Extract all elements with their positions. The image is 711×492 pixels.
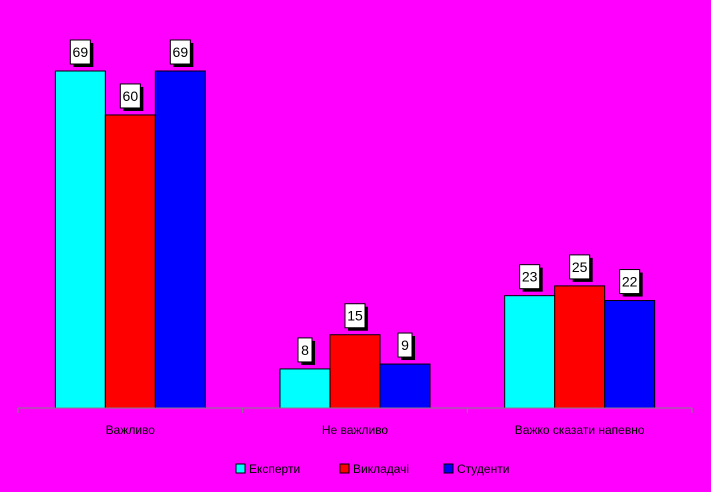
legend: Експерти Викладачі Студенти [235, 462, 509, 476]
x-tick-label-2: Не важливо [322, 423, 389, 437]
data-label-box [344, 303, 366, 329]
bar-1-1 [54, 70, 106, 409]
bar-2-2 [329, 334, 381, 409]
legend-swatch-1 [235, 463, 246, 474]
data-label-3-1: 23 [522, 269, 538, 285]
data-label-box [569, 254, 591, 280]
data-label-box [397, 332, 413, 358]
bar-3-3 [604, 300, 656, 409]
bars-layer [54, 70, 656, 409]
data-label-3-2: 25 [572, 259, 588, 275]
bar-1-3 [154, 70, 206, 409]
data-label-box [619, 269, 641, 295]
data-label-box [169, 39, 191, 65]
data-label-box [297, 337, 313, 363]
data-label-2-3: 9 [401, 337, 409, 353]
data-label-1-3: 69 [173, 44, 189, 60]
x-tick-label-3: Важко сказати напевно [515, 423, 645, 437]
bar-2-3 [379, 363, 431, 409]
data-label-box [69, 39, 91, 65]
legend-label-3: Студенти [457, 462, 509, 476]
x-tick-label-1: Важливо [106, 423, 156, 437]
data-label-2-1: 8 [301, 342, 309, 358]
data-label-1-1: 69 [73, 44, 89, 60]
data-label-box [119, 83, 141, 109]
x-axis: Важливо Не важливо Важко сказати напевно [17, 407, 693, 437]
bar-3-2 [554, 285, 606, 409]
bar-3-1 [504, 295, 556, 409]
bar-1-2 [104, 114, 156, 409]
data-label-2-2: 15 [347, 308, 363, 324]
data-label-3-3: 22 [622, 274, 638, 290]
legend-label-2: Викладачі [353, 462, 409, 476]
data-labels-layer: 69 60 69 8 15 9 23 25 22 [69, 39, 643, 365]
data-label-box [519, 264, 541, 290]
legend-label-1: Експерти [249, 462, 300, 476]
legend-swatch-3 [443, 463, 454, 474]
data-label-1-2: 60 [123, 88, 139, 104]
legend-swatch-2 [339, 463, 350, 474]
bar-2-1 [279, 368, 331, 409]
